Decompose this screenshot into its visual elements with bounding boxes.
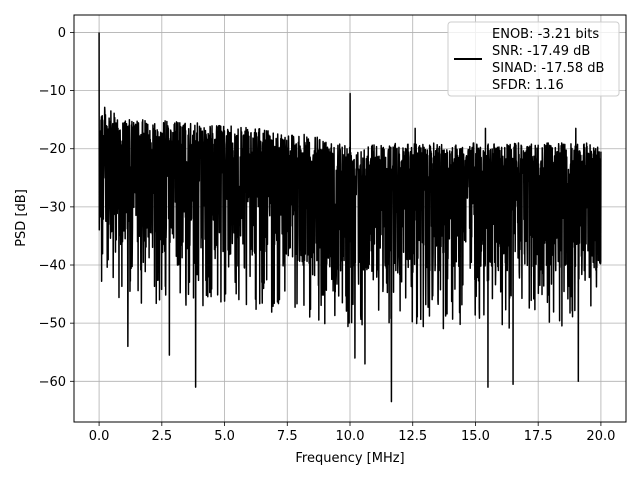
legend-sfdr: SFDR: 1.16 — [492, 78, 564, 93]
legend-sinad: SINAD: -17.58 dB — [492, 61, 604, 76]
psd-series-line — [98, 32, 602, 403]
x-axis-label: Frequency [MHz] — [295, 451, 404, 466]
axis-ticks: 0.0 2.5 5.0 7.5 10.0 12.5 15.0 17.5 20.0 0 −10 −20 −… — [39, 26, 616, 444]
y-tick-label: −60 — [39, 375, 66, 390]
legend-enob: ENOB: -3.21 bits — [492, 27, 599, 42]
y-tick-label: −10 — [39, 84, 66, 99]
y-axis-label: PSD [dB] — [14, 189, 29, 247]
x-tick-label: 10.0 — [336, 429, 365, 444]
x-tick-label: 17.5 — [524, 429, 553, 444]
series-layer — [98, 32, 602, 403]
x-tick-label: 7.5 — [277, 429, 298, 444]
y-tick-label: 0 — [58, 26, 66, 41]
x-tick-label: 20.0 — [586, 429, 615, 444]
y-tick-label: −50 — [39, 317, 66, 332]
y-tick-label: −40 — [39, 259, 66, 274]
x-tick-label: 5.0 — [214, 429, 235, 444]
x-tick-label: 2.5 — [151, 429, 172, 444]
x-tick-label: 15.0 — [461, 429, 490, 444]
x-tick-label: 12.5 — [398, 429, 427, 444]
y-tick-label: −20 — [39, 142, 66, 157]
y-tick-label: −30 — [39, 200, 66, 215]
legend-snr: SNR: -17.49 dB — [492, 44, 590, 59]
x-tick-label: 0.0 — [89, 429, 110, 444]
legend: ENOB: -3.21 bits SNR: -17.49 dB SINAD: -… — [447, 21, 620, 97]
legend-box — [447, 21, 620, 97]
